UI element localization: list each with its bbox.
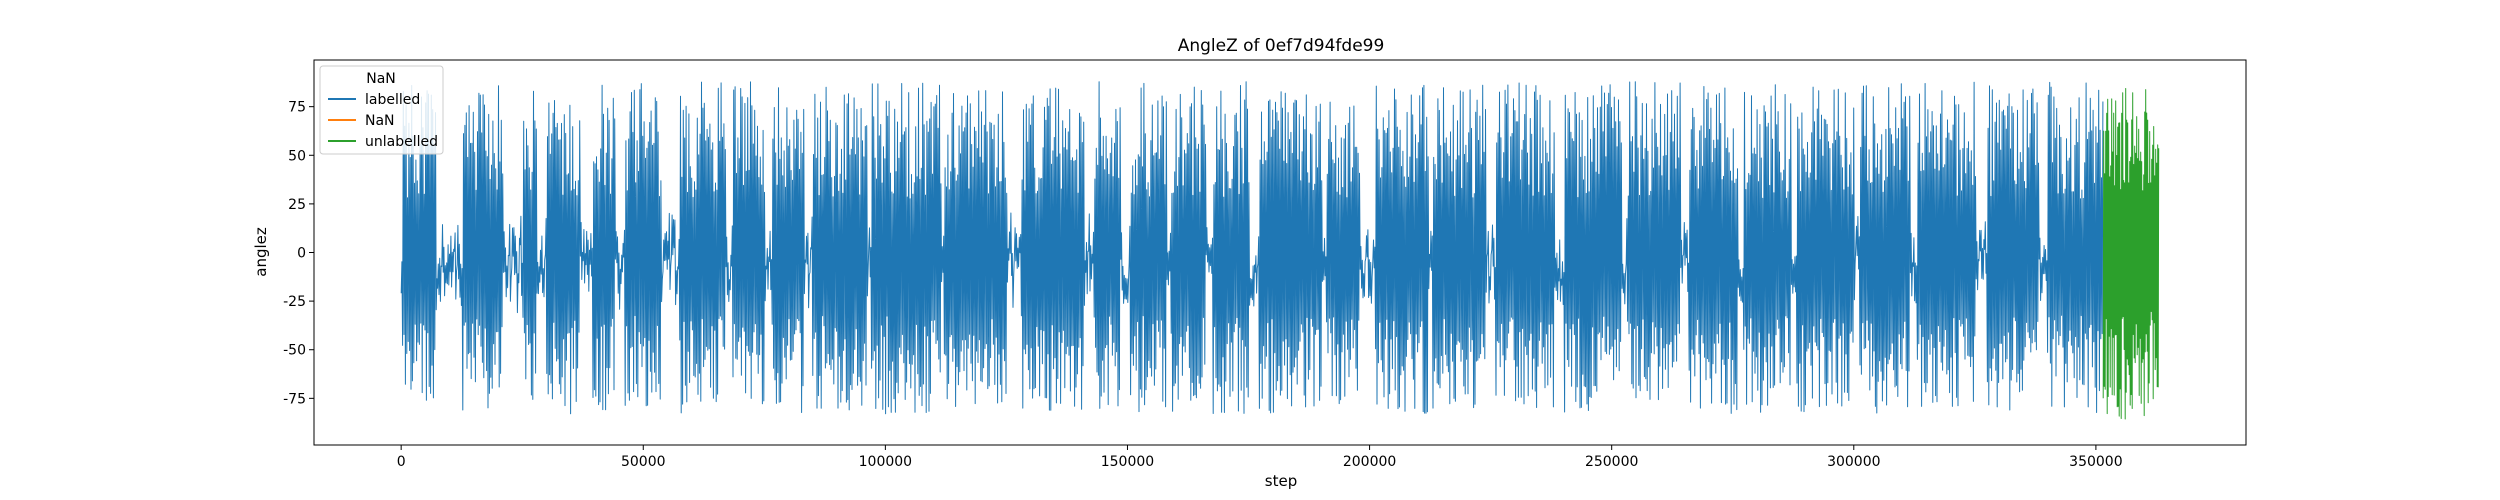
legend-entries: labelled NaN unlabelled: [328, 92, 438, 150]
x-tick-label: 300000: [1827, 454, 1880, 470]
legend-title: NaN: [366, 71, 396, 87]
legend-label: labelled: [365, 92, 420, 108]
y-tick-label: -75: [283, 391, 306, 407]
y-tick-label: 0: [297, 246, 306, 262]
y-tick-label: -50: [283, 343, 306, 359]
y-tick-label: 25: [288, 197, 306, 213]
series-line-labelled: [400, 81, 2104, 415]
y-axis: -75 -50 -25 0 25 50 75: [283, 100, 314, 407]
legend-box: [319, 65, 444, 155]
x-tick-label: 50000: [621, 454, 666, 470]
x-tick-label: 100000: [859, 454, 912, 470]
x-tick-label: 350000: [2069, 454, 2122, 470]
x-tick-label: 150000: [1101, 454, 1154, 470]
legend: NaN labelled NaN unlabelled: [319, 65, 444, 155]
legend-label: NaN: [365, 113, 395, 129]
series-layer: [400, 81, 2160, 420]
x-tick-label: 0: [397, 454, 406, 470]
y-axis-label: anglez: [252, 227, 270, 277]
y-tick-label: 50: [288, 148, 306, 164]
chart-title: AngleZ of 0ef7d94fde99: [1178, 36, 1385, 56]
series-line-unlabelled: [2102, 88, 2160, 420]
x-axis-label: step: [1265, 472, 1297, 490]
x-axis: 0 50000 100000 150000 200000 250000 300000 3500…: [397, 445, 2123, 470]
x-tick-label: 250000: [1585, 454, 1638, 470]
x-tick-label: 200000: [1343, 454, 1396, 470]
y-tick-label: -25: [283, 294, 306, 310]
y-tick-label: 75: [288, 100, 306, 116]
legend-label: unlabelled: [365, 134, 438, 150]
